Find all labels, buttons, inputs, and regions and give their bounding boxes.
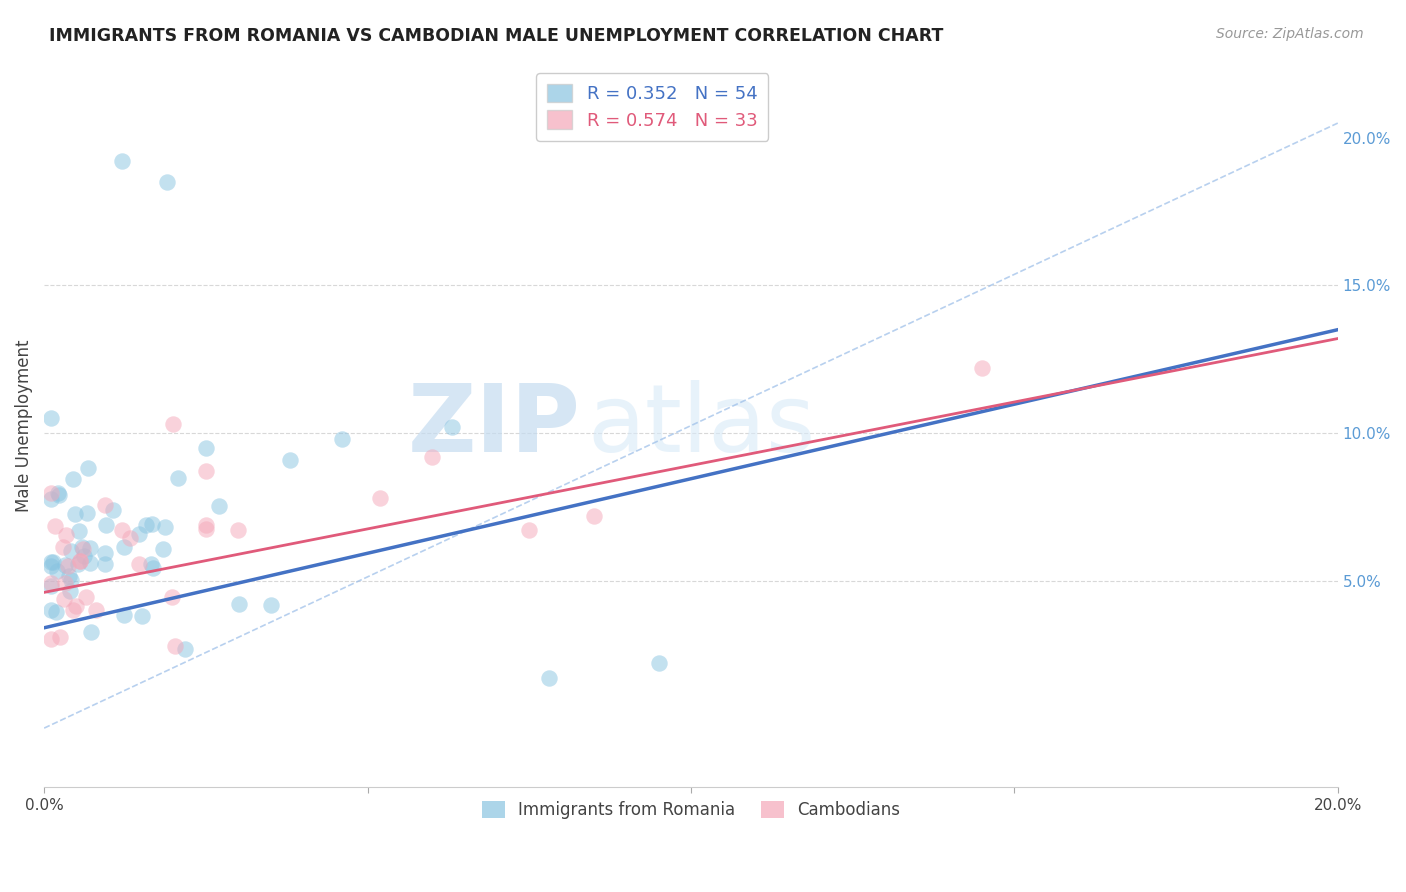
Point	[58, 568, 80, 582]
Point	[60, 573, 83, 587]
Point	[70, 541, 93, 555]
Point	[152, 541, 174, 556]
Point	[101, 502, 124, 516]
Point	[94, 498, 117, 512]
Point	[167, 471, 190, 485]
Point	[45, 605, 67, 619]
Point	[39, 486, 62, 500]
Point	[80, 624, 103, 639]
Point	[160, 590, 183, 604]
Point	[55, 528, 77, 542]
Point	[59, 584, 82, 599]
Point	[52, 592, 75, 607]
Point	[72, 542, 94, 557]
Point	[59, 544, 82, 558]
Text: atlas: atlas	[588, 380, 815, 472]
Point	[162, 417, 184, 431]
Point	[139, 558, 162, 572]
Point	[75, 591, 97, 605]
Point	[79, 541, 101, 556]
Point	[66, 558, 89, 572]
Point	[112, 608, 135, 623]
Point	[79, 556, 101, 570]
Point	[53, 576, 76, 591]
Point	[163, 639, 186, 653]
Point	[582, 508, 605, 523]
Point	[58, 558, 80, 573]
Point	[39, 579, 62, 593]
Point	[94, 546, 117, 560]
Point	[440, 420, 463, 434]
Point	[73, 549, 96, 563]
Point	[39, 492, 62, 507]
Point	[84, 603, 107, 617]
Point	[128, 557, 150, 571]
Point	[55, 558, 77, 572]
Point	[141, 517, 163, 532]
Point	[420, 450, 443, 464]
Point	[194, 517, 217, 532]
Point	[278, 452, 301, 467]
Text: Source: ZipAtlas.com: Source: ZipAtlas.com	[1216, 27, 1364, 41]
Point	[42, 555, 65, 569]
Point	[111, 523, 134, 537]
Point	[94, 518, 117, 533]
Point	[226, 524, 249, 538]
Point	[93, 557, 115, 571]
Point	[259, 598, 281, 612]
Point	[77, 461, 100, 475]
Point	[173, 641, 195, 656]
Point	[76, 506, 98, 520]
Point	[52, 540, 75, 554]
Point	[517, 524, 540, 538]
Point	[39, 576, 62, 591]
Point	[370, 491, 392, 505]
Point	[194, 441, 217, 455]
Legend: Immigrants from Romania, Cambodians: Immigrants from Romania, Cambodians	[475, 795, 907, 826]
Point	[228, 597, 250, 611]
Point	[647, 657, 669, 671]
Point	[62, 603, 84, 617]
Point	[194, 464, 217, 478]
Point	[63, 507, 86, 521]
Text: ZIP: ZIP	[408, 380, 581, 472]
Point	[112, 540, 135, 554]
Text: IMMIGRANTS FROM ROMANIA VS CAMBODIAN MALE UNEMPLOYMENT CORRELATION CHART: IMMIGRANTS FROM ROMANIA VS CAMBODIAN MAL…	[49, 27, 943, 45]
Point	[39, 555, 62, 569]
Point	[48, 486, 70, 500]
Point	[120, 532, 142, 546]
Point	[39, 558, 62, 573]
Point	[39, 411, 62, 425]
Point	[69, 554, 91, 568]
Point	[153, 520, 176, 534]
Point	[45, 565, 67, 579]
Point	[65, 599, 87, 613]
Point	[194, 522, 217, 536]
Y-axis label: Male Unemployment: Male Unemployment	[15, 339, 32, 512]
Point	[142, 561, 165, 575]
Point	[330, 432, 353, 446]
Point	[156, 175, 179, 189]
Point	[44, 519, 66, 533]
Point	[48, 488, 70, 502]
Point	[111, 154, 134, 169]
Point	[69, 553, 91, 567]
Point	[135, 517, 157, 532]
Point	[128, 527, 150, 541]
Point	[131, 609, 153, 624]
Point	[67, 524, 90, 538]
Point	[48, 630, 70, 644]
Point	[208, 499, 231, 513]
Point	[537, 671, 560, 685]
Point	[39, 602, 62, 616]
Point	[62, 472, 84, 486]
Point	[39, 632, 62, 646]
Point	[970, 361, 993, 376]
